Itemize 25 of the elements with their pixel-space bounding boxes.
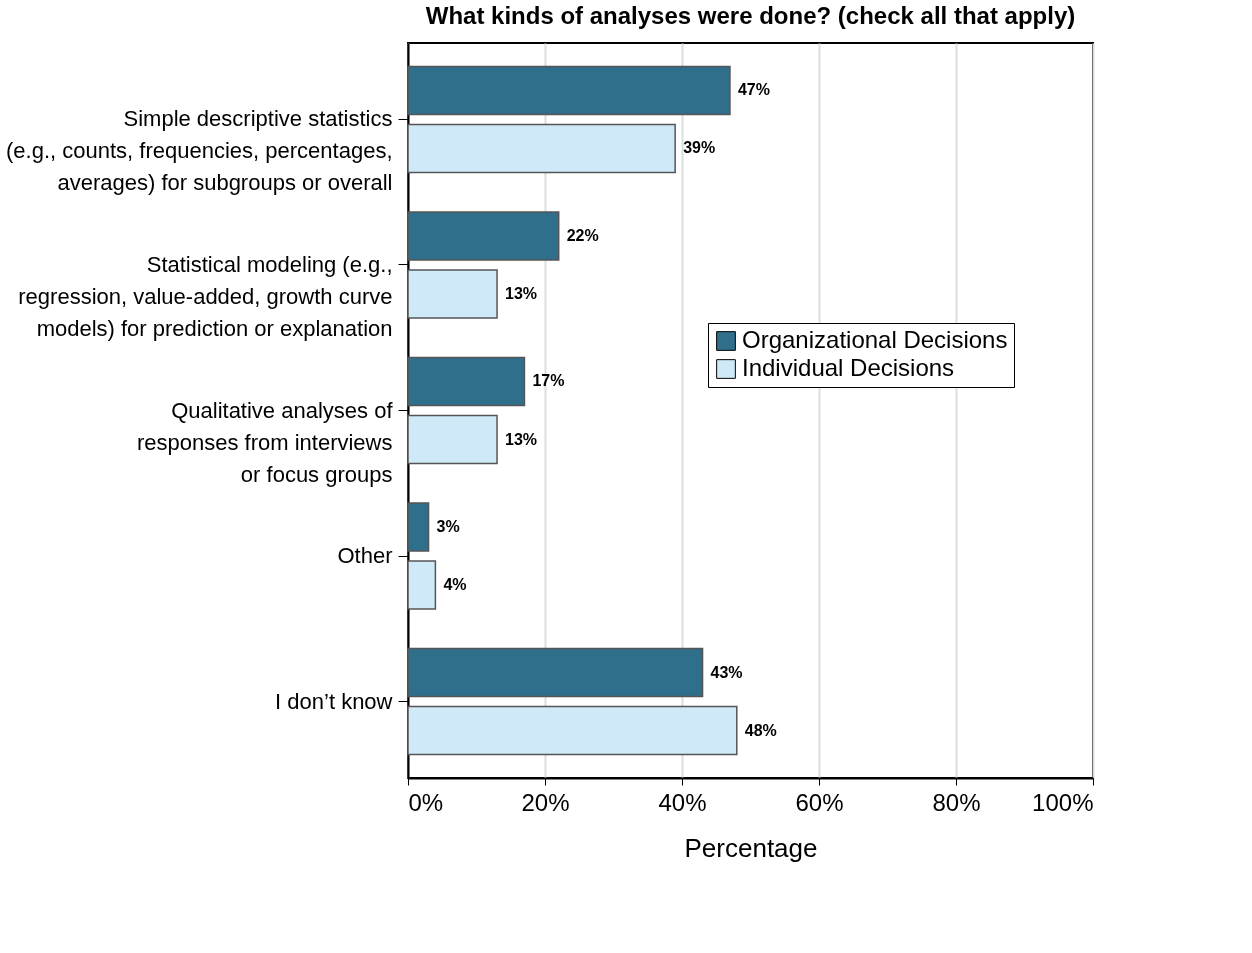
data-label: 43% bbox=[710, 663, 743, 681]
y-tick-label: I don’t know bbox=[275, 688, 393, 714]
data-label: 13% bbox=[505, 284, 538, 302]
data-label: 13% bbox=[505, 430, 538, 448]
x-tick-label: 100% bbox=[1032, 788, 1094, 816]
data-label: 39% bbox=[683, 139, 716, 157]
data-label: 3% bbox=[436, 518, 460, 536]
chart-title: What kinds of analyses were done? (check all that apply) bbox=[425, 2, 1076, 29]
x-tick-label: 0% bbox=[408, 788, 444, 816]
x-tick-label: 20% bbox=[521, 788, 570, 816]
x-tick-label: 40% bbox=[658, 788, 707, 816]
x-axis-title: Percentage bbox=[684, 832, 818, 863]
data-label: 22% bbox=[566, 226, 599, 244]
y-tick-label: Other bbox=[337, 543, 393, 569]
legend-label: Individual Decisions bbox=[742, 354, 955, 381]
y-tick-label: Statistical modeling (e.g., regression, value-added, growth curve models) for prediction or explanation bbox=[18, 251, 393, 341]
x-tick-label: 80% bbox=[932, 788, 981, 816]
data-label: 17% bbox=[532, 372, 565, 390]
y-tick-label: Qualitative analyses of responses from interviews or focus groups bbox=[136, 397, 394, 487]
data-label: 47% bbox=[737, 81, 770, 99]
legend-label: Organizational Decisions bbox=[742, 326, 1008, 353]
data-label: 48% bbox=[744, 721, 777, 739]
data-label: 4% bbox=[443, 576, 467, 594]
y-tick-label: Simple descriptive statistics (e.g., counts, frequencies, percentages, averages) for subgroups or overall bbox=[6, 106, 393, 196]
x-tick-label: 60% bbox=[795, 788, 844, 816]
